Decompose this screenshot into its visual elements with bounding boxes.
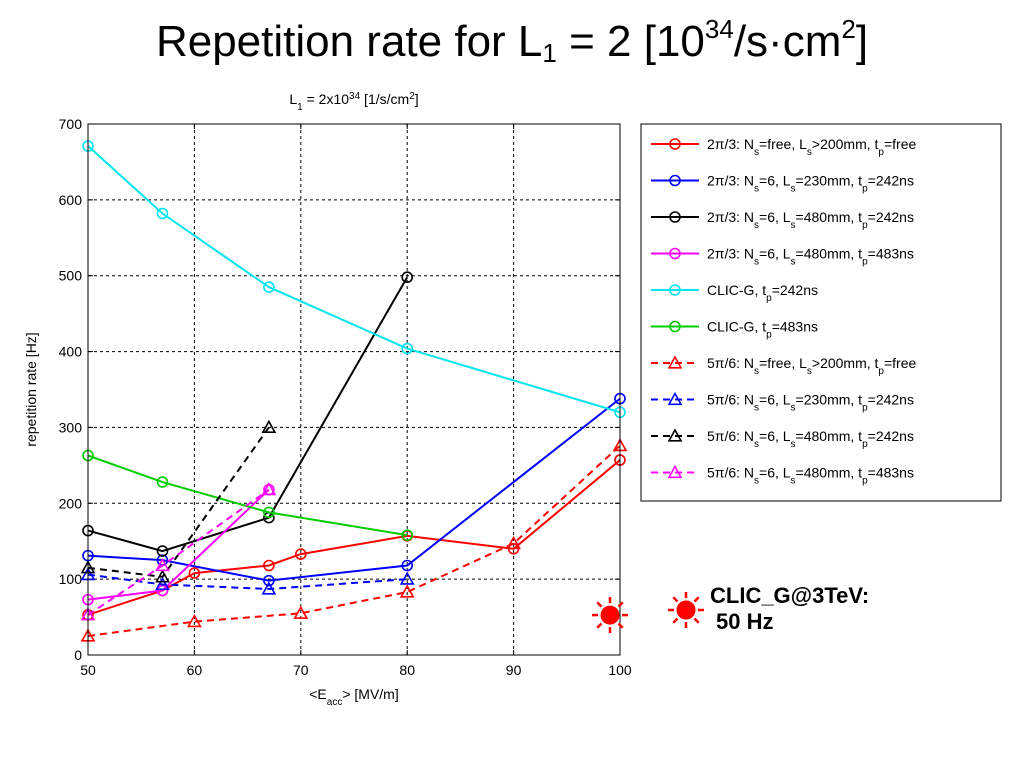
series-line-6 xyxy=(87,454,408,537)
series-3-point xyxy=(156,545,169,557)
legend-marker-1 xyxy=(669,138,681,150)
plot-area xyxy=(88,124,620,655)
series-line-3 xyxy=(87,276,409,553)
legend-label-10: 5π/6: Ns=6, Ls=480mm, tp=483ns xyxy=(707,465,914,487)
series-3-point xyxy=(401,271,414,284)
series-8-point xyxy=(399,571,415,585)
clic-point-ray xyxy=(617,622,624,629)
legend-label-7: 5π/6: Ns=free, Ls>200mm, tp=free xyxy=(707,355,916,377)
series-6-point xyxy=(156,476,169,488)
x-tick-label: 50 xyxy=(80,662,96,678)
series-4-point xyxy=(156,584,169,597)
x-tick-label: 70 xyxy=(293,662,309,678)
legend-box xyxy=(640,123,1002,502)
x-tick-label: 60 xyxy=(187,662,203,678)
y-tick-label: 300 xyxy=(59,419,83,435)
clic-note-line1: CLIC_G@3TeV: xyxy=(710,583,870,608)
series-line-7 xyxy=(87,444,621,638)
legend-marker-10 xyxy=(667,464,683,479)
series-5-point xyxy=(401,342,414,355)
legend-marker-2 xyxy=(669,174,681,187)
series-7-point xyxy=(293,605,309,619)
legend-marker-6 xyxy=(669,320,681,333)
clic-point-ray xyxy=(596,601,603,608)
title-superscript: 34 xyxy=(704,14,734,44)
series-6-point xyxy=(263,506,275,519)
series-line-2 xyxy=(87,397,621,582)
clic-note-icon-ray xyxy=(693,596,700,603)
series-2-point xyxy=(263,574,275,587)
legend-marker-4 xyxy=(669,247,681,260)
series-7-point xyxy=(399,584,415,598)
title-subscript: 1 xyxy=(542,38,557,68)
clic-point-ray xyxy=(617,601,624,608)
series-8-point xyxy=(155,576,170,591)
y-tick-label: 600 xyxy=(59,192,83,208)
y-tick-label: 400 xyxy=(59,344,83,360)
clic-note-line2: 50 Hz xyxy=(716,609,774,634)
slide-title: Repetition rate for L1 = 2 [1034/s·cm2] xyxy=(0,14,1024,69)
x-axis-label: <Eacc> [MV/m] xyxy=(309,686,398,708)
title-main: Repetition rate for L xyxy=(155,17,543,66)
legend-marker-7 xyxy=(667,355,683,369)
series-7-point xyxy=(506,535,521,550)
legend-label-6: CLIC-G, tp=483ns xyxy=(707,319,818,341)
title-mid: = 2 [10 xyxy=(556,17,705,66)
series-8-point xyxy=(261,581,277,595)
legend-label-5: CLIC-G, tp=242ns xyxy=(707,282,818,304)
chart-title: L1 = 2x1034 [1/s/cm2] xyxy=(289,91,418,113)
legend-label-9: 5π/6: Ns=6, Ls=480mm, tp=242ns xyxy=(707,428,914,450)
series-1-point xyxy=(263,559,275,572)
y-tick-label: 200 xyxy=(59,495,83,511)
legend-marker-8 xyxy=(667,391,683,406)
x-tick-label: 90 xyxy=(506,662,522,678)
title-superscript2: 2 xyxy=(841,14,856,44)
legend-marker-9 xyxy=(667,428,683,442)
x-tick-label: 100 xyxy=(608,662,632,678)
x-tick-label: 80 xyxy=(399,662,415,678)
title-end: ] xyxy=(855,17,869,66)
series-7-point xyxy=(187,613,202,628)
clic-note-icon-core xyxy=(676,600,696,620)
series-line-10 xyxy=(87,488,270,616)
series-2-point xyxy=(401,559,414,572)
clic-point-ray xyxy=(596,622,603,629)
legend-label-2: 2π/3: Ns=6, Ls=230mm, tp=242ns xyxy=(707,173,914,195)
series-1-point xyxy=(188,567,201,579)
series-5-point xyxy=(156,207,169,220)
series-1-point xyxy=(294,548,307,560)
title-mid2: /s·cm xyxy=(733,17,842,66)
legend-marker-3 xyxy=(669,211,681,223)
series-line-4 xyxy=(87,488,270,601)
legend-label-3: 2π/3: Ns=6, Ls=480mm, tp=242ns xyxy=(707,209,914,231)
y-tick-label: 500 xyxy=(59,268,83,284)
clic-note-icon-ray xyxy=(672,596,679,603)
y-axis-label: repetition rate [Hz] xyxy=(23,332,39,446)
clic-point-core xyxy=(600,605,620,625)
legend-marker-5 xyxy=(669,284,681,296)
series-6-point xyxy=(401,529,414,541)
series-9-point xyxy=(155,569,170,583)
y-tick-label: 100 xyxy=(59,571,83,587)
series-5-point xyxy=(263,281,275,293)
y-tick-label: 0 xyxy=(74,647,82,663)
series-line-5 xyxy=(87,145,621,414)
clic-note: CLIC_G@3TeV: 50 Hz xyxy=(710,583,869,635)
legend-label-8: 5π/6: Ns=6, Ls=230mm, tp=242ns xyxy=(707,392,914,414)
series-10-point xyxy=(155,557,170,572)
plot-frame xyxy=(87,123,621,656)
series-line-9 xyxy=(87,426,270,578)
legend-label-1: 2π/3: Ns=free, Ls>200mm, tp=free xyxy=(707,136,916,158)
series-9-point xyxy=(261,419,277,434)
legend-label-4: 2π/3: Ns=6, Ls=480mm, tp=483ns xyxy=(707,246,914,268)
clic-note-icon-ray xyxy=(672,617,679,624)
y-tick-label: 700 xyxy=(59,116,83,132)
series-10-point xyxy=(261,481,277,496)
series-line-8 xyxy=(87,573,408,591)
clic-note-icon-ray xyxy=(693,617,700,624)
